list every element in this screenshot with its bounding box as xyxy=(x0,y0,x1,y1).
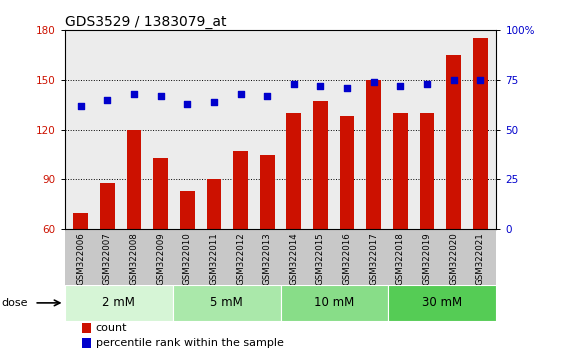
Bar xyxy=(388,285,496,321)
Text: GSM322019: GSM322019 xyxy=(422,232,431,285)
Text: GSM322011: GSM322011 xyxy=(209,232,218,285)
Text: GSM322007: GSM322007 xyxy=(103,232,112,285)
Point xyxy=(236,91,245,97)
Point xyxy=(103,97,112,103)
Bar xyxy=(82,323,91,333)
Bar xyxy=(366,80,381,229)
Text: GSM322016: GSM322016 xyxy=(343,232,352,285)
Text: GSM322014: GSM322014 xyxy=(289,232,298,285)
Bar xyxy=(280,285,388,321)
Bar xyxy=(73,213,88,229)
Text: 10 mM: 10 mM xyxy=(314,296,355,309)
Bar xyxy=(180,191,195,229)
Point xyxy=(449,77,458,83)
Point xyxy=(183,101,192,107)
Bar xyxy=(473,38,488,229)
Text: 2 mM: 2 mM xyxy=(102,296,135,309)
Point xyxy=(156,93,165,99)
Point xyxy=(316,83,325,88)
Point xyxy=(343,85,352,91)
Text: GDS3529 / 1383079_at: GDS3529 / 1383079_at xyxy=(65,15,226,29)
Bar xyxy=(65,285,173,321)
Bar xyxy=(206,179,221,229)
Bar xyxy=(127,130,141,229)
Point xyxy=(476,77,485,83)
Text: GSM322009: GSM322009 xyxy=(156,232,165,285)
Text: GSM322010: GSM322010 xyxy=(183,232,192,285)
Bar xyxy=(233,151,248,229)
Text: GSM322006: GSM322006 xyxy=(76,232,85,285)
Text: GSM322021: GSM322021 xyxy=(476,232,485,285)
Bar xyxy=(260,155,274,229)
Bar xyxy=(340,116,355,229)
Bar xyxy=(313,102,328,229)
Text: GSM322015: GSM322015 xyxy=(316,232,325,285)
Bar xyxy=(447,55,461,229)
Text: GSM322013: GSM322013 xyxy=(263,232,272,285)
Bar xyxy=(420,113,434,229)
Point xyxy=(209,99,218,105)
Bar xyxy=(287,113,301,229)
Text: GSM322012: GSM322012 xyxy=(236,232,245,285)
Text: GSM322017: GSM322017 xyxy=(369,232,378,285)
Text: count: count xyxy=(95,323,127,333)
Point xyxy=(263,93,272,99)
Text: GSM322018: GSM322018 xyxy=(396,232,405,285)
Text: percentile rank within the sample: percentile rank within the sample xyxy=(95,338,283,348)
Text: 5 mM: 5 mM xyxy=(210,296,243,309)
Text: dose: dose xyxy=(1,298,28,308)
Point xyxy=(130,91,139,97)
Bar xyxy=(173,285,280,321)
Bar xyxy=(100,183,114,229)
Point xyxy=(76,103,85,109)
Text: GSM322020: GSM322020 xyxy=(449,232,458,285)
Bar xyxy=(153,158,168,229)
Text: 30 mM: 30 mM xyxy=(422,296,463,309)
Point xyxy=(422,81,431,87)
Text: GSM322008: GSM322008 xyxy=(130,232,139,285)
Bar xyxy=(82,338,91,348)
Bar xyxy=(393,113,408,229)
Point xyxy=(369,79,378,85)
Point xyxy=(289,81,298,87)
Point xyxy=(396,83,405,88)
